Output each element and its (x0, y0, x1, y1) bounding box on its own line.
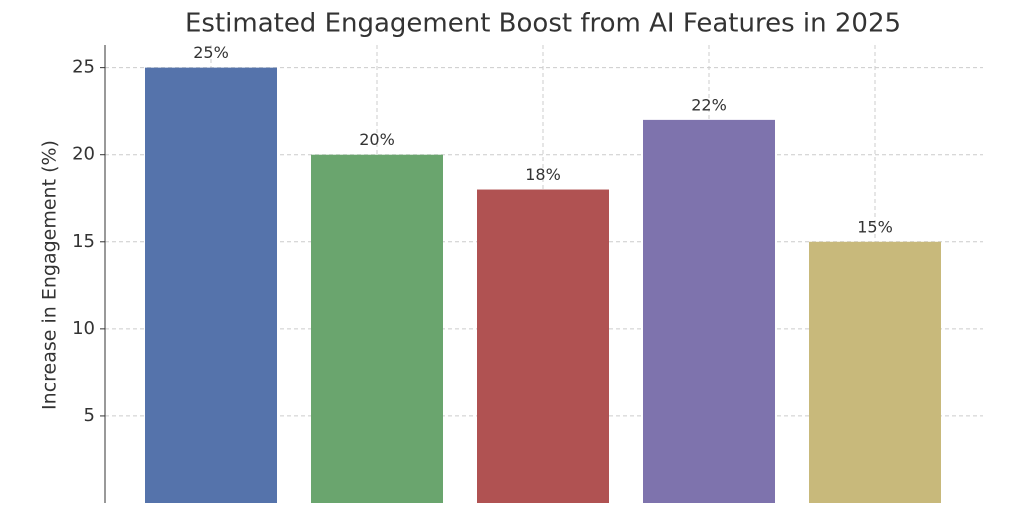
data-label: 18% (525, 165, 561, 184)
bar (145, 67, 277, 503)
data-label: 22% (691, 95, 727, 114)
y-tick-label: 25 (72, 57, 95, 78)
bar (809, 241, 941, 503)
y-axis-label: Increase in Engagement (%) (39, 140, 61, 410)
bar (311, 154, 443, 503)
y-tick-label: 20 (72, 144, 95, 165)
data-label: 20% (359, 130, 395, 149)
chart-title: Estimated Engagement Boost from AI Featu… (185, 9, 901, 39)
bar (643, 119, 775, 503)
y-tick-label: 10 (72, 318, 95, 339)
y-tick-label: 15 (72, 231, 95, 252)
y-tick-label: 5 (84, 405, 95, 426)
data-label: 15% (857, 217, 893, 236)
bar (477, 189, 609, 503)
data-label: 25% (193, 43, 229, 62)
